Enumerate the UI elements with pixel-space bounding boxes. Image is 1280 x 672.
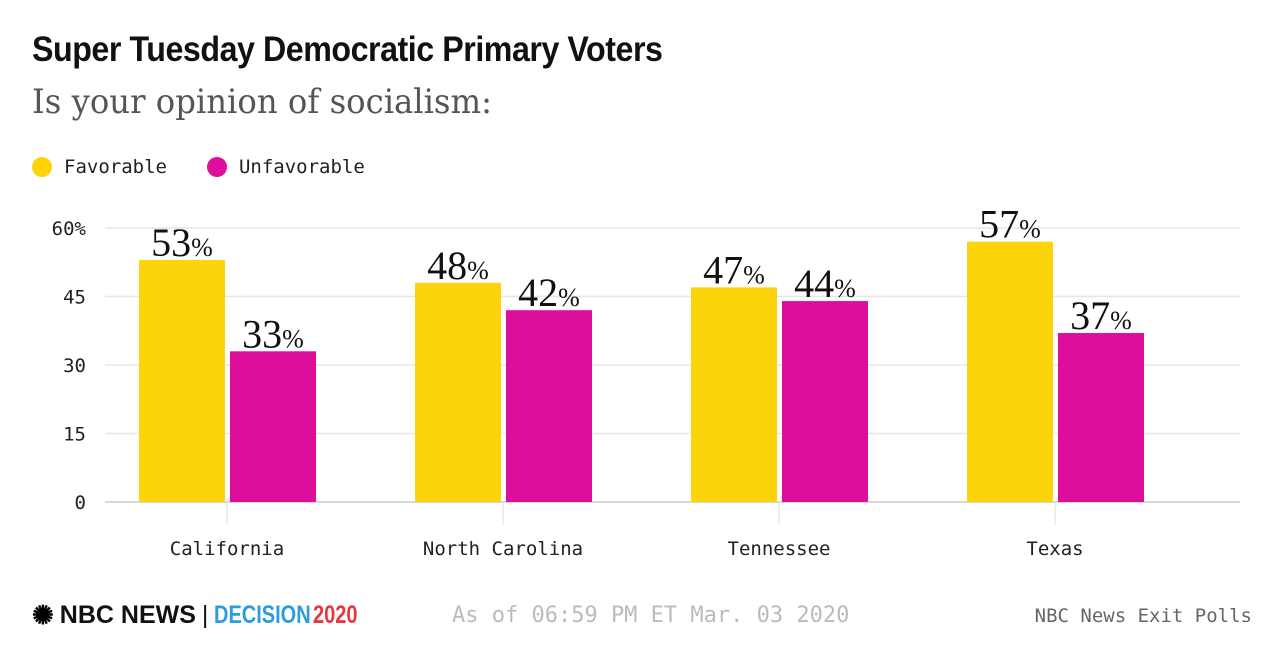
bar-favorable bbox=[139, 259, 225, 502]
x-tick-label: Tennessee bbox=[728, 538, 831, 560]
y-tick-label: 15 bbox=[63, 424, 86, 446]
legend-item-unfavorable: Unfavorable bbox=[206, 156, 365, 178]
bar-chart: 0 15 30 45 60% California 53% 33% North Carolina… bbox=[52, 202, 1240, 560]
x-tick-label: Texas bbox=[1026, 538, 1083, 560]
nbc-news-logo: ✺ NBC NEWS | DECISION 2020 bbox=[32, 600, 369, 631]
bar-favorable bbox=[415, 282, 501, 502]
as-of-timestamp: As of 06:59 PM ET Mar. 03 2020 bbox=[452, 603, 850, 628]
data-label: 42% bbox=[518, 270, 580, 315]
data-label: 44% bbox=[794, 261, 856, 306]
data-label: 37% bbox=[1070, 293, 1132, 338]
footer: ✺ NBC NEWS | DECISION 2020 As of 06:59 P… bbox=[32, 600, 1252, 634]
logo-decision-text: DECISION bbox=[214, 601, 312, 629]
legend-swatch bbox=[32, 157, 52, 177]
legend-label: Unfavorable bbox=[238, 156, 365, 178]
data-label: 47% bbox=[703, 247, 765, 292]
y-tick-label: 60% bbox=[52, 218, 87, 240]
legend-swatch bbox=[206, 157, 227, 177]
legend: Favorable Unfavorable bbox=[32, 156, 365, 178]
bar-favorable bbox=[691, 287, 777, 502]
legend-label: Favorable bbox=[64, 156, 167, 178]
peacock-icon: ✺ bbox=[32, 600, 54, 630]
data-label: 57% bbox=[979, 202, 1041, 247]
y-tick-label: 30 bbox=[63, 355, 86, 377]
data-label: 53% bbox=[151, 220, 213, 265]
x-tick-label: North Carolina bbox=[423, 538, 583, 560]
logo-nbc-text: NBC NEWS bbox=[59, 601, 196, 629]
data-label: 33% bbox=[242, 311, 304, 356]
x-tick-label: California bbox=[170, 538, 284, 560]
bar-unfavorable bbox=[1058, 333, 1144, 502]
bar-unfavorable bbox=[506, 310, 592, 502]
chart-subtitle: Is your opinion of socialism: bbox=[32, 82, 493, 122]
logo-divider: | bbox=[201, 601, 209, 629]
bar-unfavorable bbox=[782, 301, 868, 502]
bar-unfavorable bbox=[230, 351, 316, 502]
y-tick-label: 45 bbox=[63, 287, 86, 309]
source-label: NBC News Exit Polls bbox=[1034, 605, 1252, 627]
chart-title: Super Tuesday Democratic Primary Voters bbox=[32, 30, 663, 69]
data-label: 48% bbox=[427, 243, 489, 288]
y-tick-label: 0 bbox=[75, 492, 86, 514]
legend-item-favorable: Favorable bbox=[32, 156, 167, 178]
bar-favorable bbox=[967, 241, 1053, 502]
logo-year-text: 2020 bbox=[313, 601, 358, 629]
